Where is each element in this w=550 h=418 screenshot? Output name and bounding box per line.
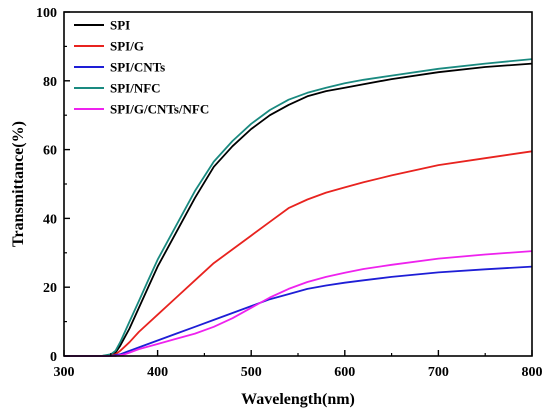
- plot-frame: [63, 11, 533, 357]
- series-line-spi-g-cnts-nfc: [64, 250, 533, 357]
- axis-ticks: 300 400 500 600 700 800 0 20 40 60 80 100: [36, 6, 543, 380]
- series-line-spi-nfc: [64, 58, 533, 357]
- legend-label-spi-cnts: SPI/CNTs: [110, 60, 165, 75]
- y-axis-label: Transmittance(%): [10, 121, 27, 247]
- series-line-spi: [64, 62, 533, 357]
- y-tick-label: 60: [43, 144, 57, 159]
- x-tick-label: 800: [522, 365, 543, 380]
- legend: SPI SPI/G SPI/CNTs SPI/NFC SPI/G/CNTs/NFC: [74, 18, 209, 117]
- series-line-spi-cnts: [64, 265, 533, 357]
- legend-label-spi-nfc: SPI/NFC: [110, 81, 161, 96]
- series-lines: [64, 58, 533, 357]
- x-tick-label: 500: [241, 365, 262, 380]
- legend-label-spi: SPI: [110, 18, 130, 33]
- x-axis-label: Wavelength(nm): [241, 391, 355, 408]
- x-tick-label: 300: [54, 365, 75, 380]
- x-tick-label: 600: [334, 365, 355, 380]
- legend-label-spi-g: SPI/G: [110, 39, 144, 54]
- y-tick-label: 100: [36, 6, 57, 21]
- series-line-spi-g: [64, 150, 533, 357]
- y-tick-label: 40: [43, 212, 57, 227]
- y-tick-label: 20: [43, 281, 57, 296]
- x-tick-label: 400: [147, 365, 168, 380]
- y-tick-label: 80: [43, 75, 57, 90]
- y-tick-label: 0: [50, 350, 57, 365]
- x-tick-label: 700: [428, 365, 449, 380]
- legend-label-spi-g-cnts-nfc: SPI/G/CNTs/NFC: [110, 102, 209, 117]
